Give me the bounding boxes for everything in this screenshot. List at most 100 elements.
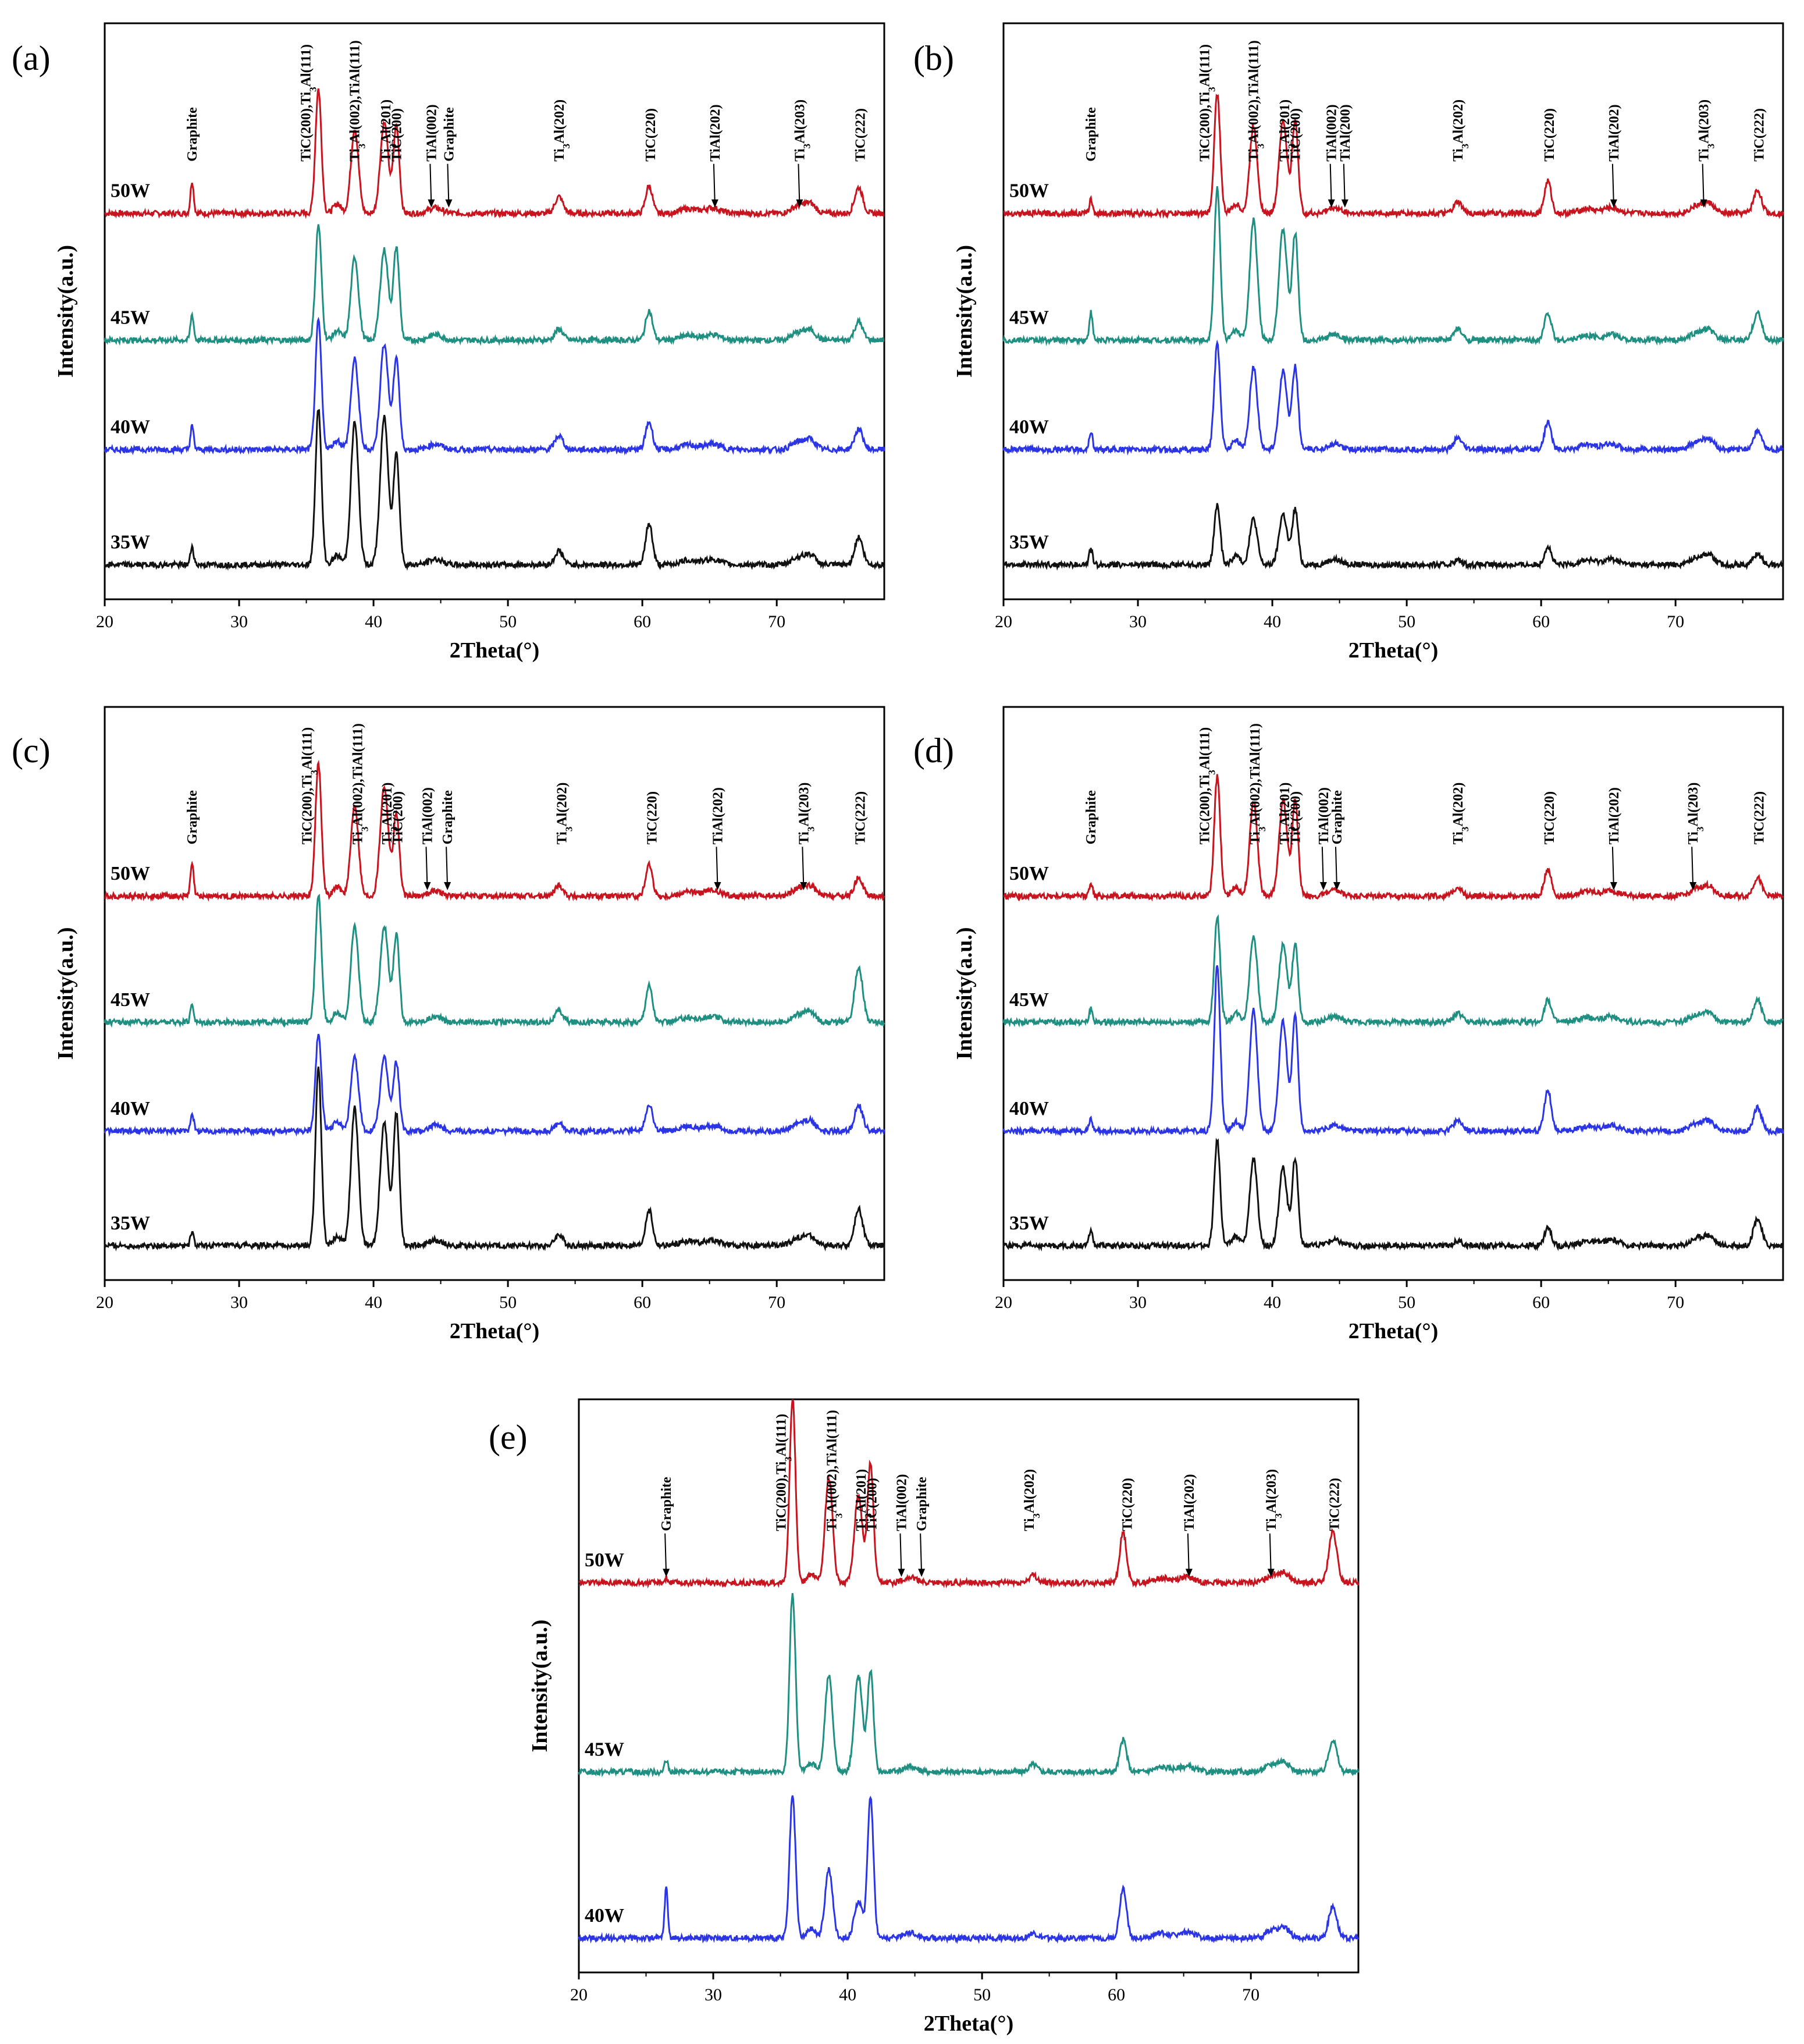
peak-arrow	[1329, 163, 1332, 205]
peak-arrowhead	[1341, 199, 1348, 208]
peak-label: TiAl(200)	[1338, 104, 1353, 161]
panel-d: (d) 20 30 40 50 60 70 2Theta(°) Intensity(a.u.) 5…	[913, 706, 1784, 1343]
series-label-50W: 50W	[585, 1549, 624, 1571]
series-line-50W	[1003, 94, 1784, 220]
peak-arrow	[802, 847, 805, 888]
plot-frame	[104, 22, 885, 600]
peak-label: TiC(200)	[389, 108, 404, 162]
peak-arrow	[920, 1533, 923, 1575]
x-tick-label: 60	[634, 612, 651, 631]
panel-a: (a) 20 30 40 50 60 70 2Theta(°) Intensity(a.u.) 5…	[12, 22, 885, 663]
series-label-40W: 40W	[1009, 417, 1049, 438]
peak-arrow	[713, 163, 716, 205]
x-tick-label: 20	[570, 1985, 588, 2004]
x-tick-label: 70	[768, 612, 785, 631]
peak-label: Graphite	[1084, 790, 1099, 845]
peak-label: TiC(200),Ti3Al(111)	[774, 1414, 794, 1531]
peak-arrow	[446, 847, 449, 888]
peak-arrow	[1187, 1533, 1190, 1575]
series-line-50W	[578, 1399, 1360, 1589]
series-label-45W: 45W	[111, 989, 150, 1011]
peak-label: TiC(222)	[1752, 108, 1767, 162]
x-axis-title: 2Theta(°)	[450, 1319, 540, 1343]
peak-label: Graphite	[1330, 790, 1345, 845]
peak-arrow	[1611, 163, 1614, 205]
peak-label: TiAl(002)	[424, 104, 439, 161]
peak-label: Ti3Al(201)	[380, 783, 400, 845]
peak-arrowhead	[445, 199, 453, 208]
series-line-50W	[1003, 774, 1784, 902]
peak-label: Ti3Al(203)	[796, 783, 816, 845]
peak-arrow	[447, 163, 450, 205]
x-tick-label: 60	[1108, 1985, 1125, 2004]
panel-letter: (c)	[12, 731, 51, 770]
peak-label: Ti3Al(202)	[1451, 783, 1471, 845]
peak-label: TiC(200)	[865, 1478, 880, 1531]
peak-label: TiC(220)	[1542, 791, 1557, 845]
series-label-35W: 35W	[111, 1213, 150, 1234]
series-line-35W	[1002, 1137, 1784, 1252]
peak-label: Ti3Al(002),TiAl(111)	[350, 723, 370, 844]
peak-label: Ti3Al(201)	[379, 99, 398, 162]
panel-e: (e) 20 30 40 50 60 70 2Theta(°) Intensity(a.u.) 5…	[489, 1398, 1360, 2036]
y-axis-title: Intensity(a.u.)	[528, 1619, 552, 1752]
x-tick-label: 30	[1129, 1293, 1147, 1312]
peak-arrow	[716, 847, 718, 888]
x-axis-title: 2Theta(°)	[1348, 1319, 1439, 1343]
peak-arrow	[798, 163, 800, 205]
x-tick-label: 20	[995, 1293, 1012, 1312]
peak-label: Ti3Al(201)	[1278, 99, 1297, 162]
peak-arrow	[1702, 163, 1705, 205]
series-line-45W	[104, 894, 885, 1028]
peak-arrow	[899, 1533, 902, 1575]
series-line-40W	[1002, 339, 1784, 456]
peak-label: TiC(220)	[645, 791, 660, 845]
peak-arrow	[429, 163, 432, 205]
plot-frame	[578, 1398, 1360, 1974]
series-line-45W	[104, 224, 885, 346]
panel-letter: (b)	[913, 39, 954, 77]
peak-label: TiAl(002)	[1325, 104, 1340, 161]
series-label-50W: 50W	[111, 180, 150, 202]
x-tick-label: 50	[499, 1293, 517, 1312]
series-label-40W: 40W	[1009, 1098, 1049, 1119]
series-label-40W: 40W	[585, 1905, 624, 1926]
peak-label: TiC(200),Ti3Al(111)	[1197, 727, 1217, 845]
peak-arrowhead	[1610, 199, 1617, 208]
peak-arrowhead	[796, 199, 803, 208]
peak-label: Graphite	[659, 1477, 674, 1531]
plot-frame	[104, 706, 885, 1281]
peak-label: TiC(220)	[1542, 108, 1557, 162]
panel-c: (c) 20 30 40 50 60 70 2Theta(°) Intensity(a.u.) 5…	[12, 706, 885, 1343]
peak-label: TiC(200),Ti3Al(111)	[1197, 44, 1217, 162]
x-tick-label: 30	[230, 612, 248, 631]
panel-b: (b) 20 30 40 50 60 70 2Theta(°) Intensity(a.u.) 5…	[913, 22, 1784, 663]
x-tick-label: 70	[768, 1293, 785, 1312]
series-line-45W	[1002, 186, 1784, 346]
series-label-40W: 40W	[111, 1098, 150, 1119]
peak-arrowhead	[1689, 882, 1697, 891]
peak-label: TiC(200)	[391, 791, 406, 845]
x-tick-label: 50	[1398, 1293, 1415, 1312]
x-tick-label: 30	[704, 1985, 722, 2004]
peak-arrow	[1321, 847, 1324, 888]
x-axis-title: 2Theta(°)	[924, 2011, 1014, 2036]
peak-label: TiC(222)	[853, 791, 868, 845]
peak-label: TiAl(202)	[711, 787, 726, 844]
series-label-35W: 35W	[1009, 532, 1049, 553]
y-axis-title: Intensity(a.u.)	[54, 927, 78, 1060]
plot-frame	[1002, 706, 1784, 1281]
series-label-45W: 45W	[1009, 989, 1049, 1011]
peak-label: TiC(200),Ti3Al(111)	[298, 44, 318, 162]
peak-label: Ti3Al(202)	[1022, 1469, 1042, 1531]
series-line-40W	[104, 1033, 885, 1137]
x-tick-label: 40	[365, 1293, 382, 1312]
x-tick-label: 50	[1398, 612, 1415, 631]
peak-arrowhead	[1319, 882, 1327, 891]
panel-letter: (d)	[913, 731, 954, 770]
x-tick-label: 30	[230, 1293, 248, 1312]
peak-label: TiC(222)	[1327, 1478, 1342, 1531]
peak-arrowhead	[918, 1569, 926, 1577]
peak-label: TiC(200)	[1288, 791, 1303, 845]
